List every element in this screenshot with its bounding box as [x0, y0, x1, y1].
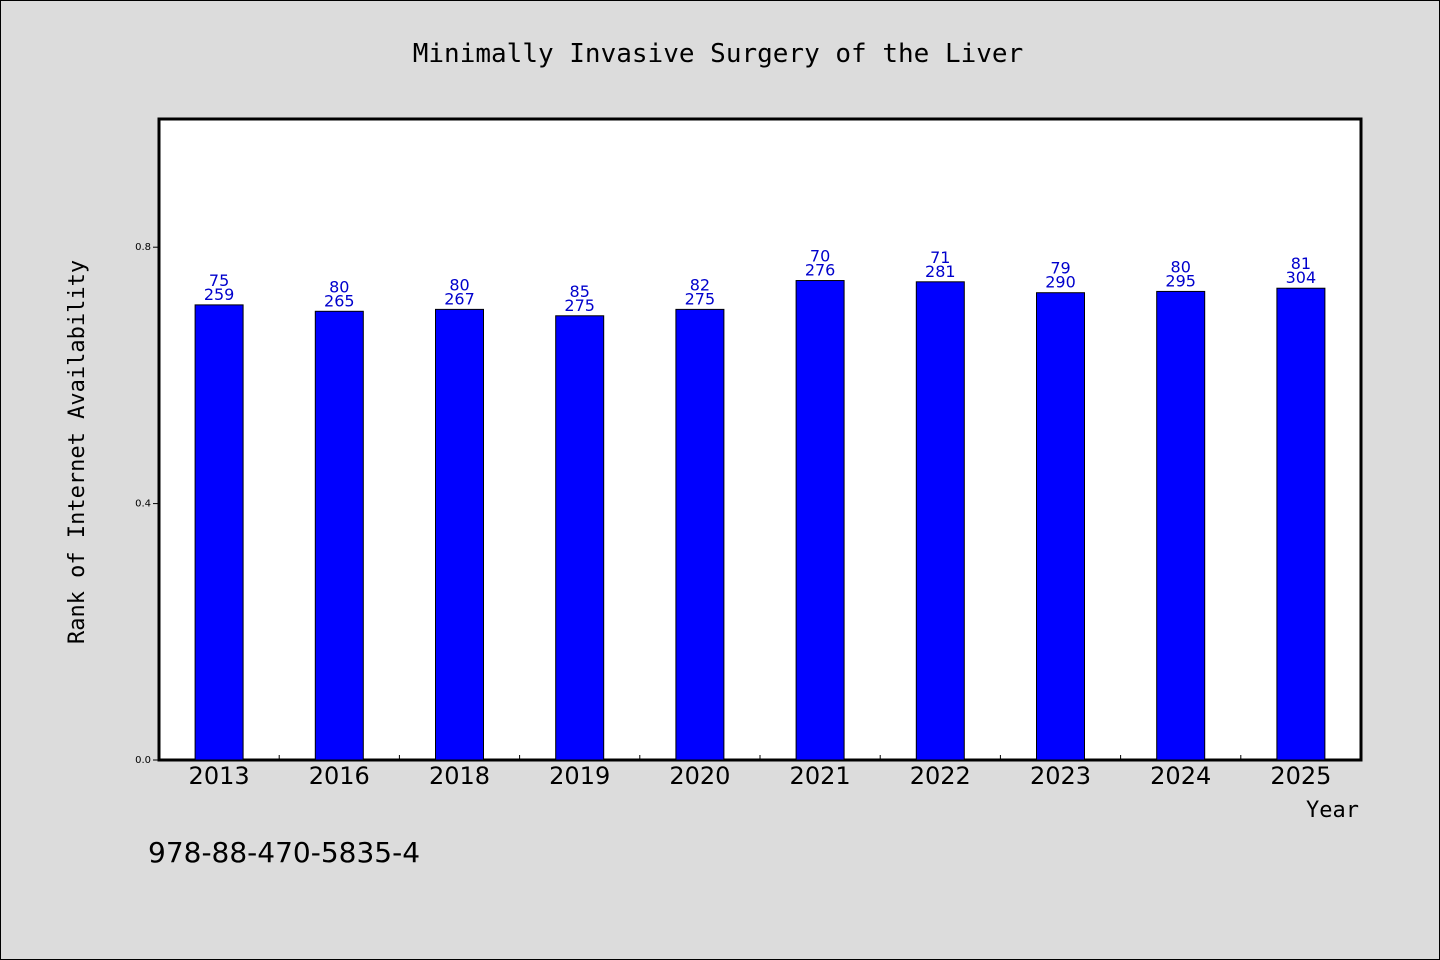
bar-2025: [1276, 287, 1326, 761]
data-label-top-2025: 81: [1291, 254, 1311, 273]
data-label-top-2022: 71: [930, 248, 950, 267]
data-label-bottom-2019: 275: [564, 296, 595, 315]
bar-2019: [555, 315, 605, 761]
x-tick-label-2020: 2020: [669, 762, 730, 790]
x-tick-label-2021: 2021: [790, 762, 851, 790]
y-axis-ticks: 0.0 0.4 0.8: [135, 242, 159, 766]
data-label-bottom-2021: 276: [805, 261, 836, 280]
y-tick-label: 0.0: [135, 755, 151, 766]
chart-title: Minimally Invasive Surgery of the Liver: [413, 39, 1023, 69]
bar-2020: [675, 308, 725, 761]
x-tick-label-2023: 2023: [1030, 762, 1091, 790]
data-label-top-2024: 80: [1171, 257, 1191, 276]
data-label-top-2021: 70: [810, 247, 830, 266]
data-label-bottom-2018: 267: [444, 289, 475, 308]
y-tick-label: 0.4: [135, 499, 151, 510]
data-label-bottom-2024: 295: [1165, 271, 1196, 290]
x-tick-label-2024: 2024: [1150, 762, 1211, 790]
y-tick-label: 0.8: [135, 242, 151, 253]
data-label-top-2016: 80: [329, 277, 349, 296]
x-tick-label-2019: 2019: [549, 762, 610, 790]
bar-2022: [915, 281, 965, 761]
data-label-top-2019: 85: [570, 282, 590, 301]
x-tick-label-2022: 2022: [910, 762, 971, 790]
x-tick-label-2016: 2016: [309, 762, 370, 790]
bar-2016: [314, 310, 364, 761]
data-label-top-2018: 80: [449, 275, 469, 294]
x-tick-label-2018: 2018: [429, 762, 490, 790]
bar-2021: [795, 280, 845, 761]
footer-isbn: 978-88-470-5835-4: [148, 836, 420, 869]
data-label-bottom-2025: 304: [1286, 268, 1317, 287]
data-label-top-2020: 82: [690, 275, 710, 294]
y-axis-label: Rank of Internet Availability: [65, 260, 90, 644]
data-label-bottom-2013: 259: [204, 285, 235, 304]
data-label-top-2013: 75: [209, 271, 229, 290]
x-axis-ticks: 2013 2016 2018 2019 2020 2021 2022 2023 2024 2025: [189, 755, 1331, 790]
data-label-top-2023: 79: [1050, 259, 1070, 278]
x-axis-label: Year: [1306, 798, 1359, 823]
bar-2023: [1036, 292, 1085, 761]
x-tick-label-2013: 2013: [189, 762, 250, 790]
data-label-bottom-2020: 275: [685, 289, 716, 308]
bar-2013: [194, 304, 244, 761]
data-label-bottom-2023: 290: [1045, 273, 1076, 292]
data-label-bottom-2016: 265: [324, 291, 355, 310]
data-label-bottom-2022: 281: [925, 262, 956, 281]
bar-2024: [1156, 290, 1206, 761]
bar-2018: [435, 308, 484, 761]
x-tick-label-2025: 2025: [1270, 762, 1331, 790]
